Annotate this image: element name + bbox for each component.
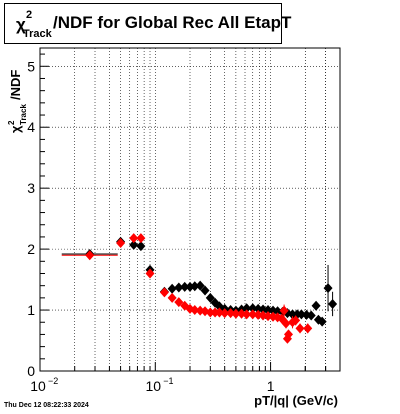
timestamp-footer: Thu Dec 12 08:22:33 2024: [4, 402, 89, 409]
marker-diamond: [190, 281, 200, 292]
data-point: [283, 329, 293, 340]
marker-diamond: [279, 305, 289, 316]
x-tick-label: 10 −1: [146, 376, 174, 394]
marker-diamond: [237, 308, 247, 319]
series-red: [61, 233, 313, 344]
title-subscript: Track: [23, 28, 52, 40]
marker-diamond: [205, 292, 215, 303]
data-point: [200, 285, 210, 296]
marker-diamond: [323, 283, 333, 294]
y-tick-label: 1: [27, 302, 35, 318]
y-axis-label-text: /NDF: [8, 70, 23, 100]
marker-diamond: [200, 285, 210, 296]
marker-diamond: [248, 303, 258, 314]
data-point: [195, 280, 205, 291]
marker-diamond: [242, 303, 252, 314]
y-tick-label: 0: [27, 363, 35, 379]
marker-diamond: [226, 308, 236, 319]
data-point: [317, 316, 327, 327]
data-point: [129, 239, 139, 250]
marker-diamond: [136, 241, 146, 252]
x-tick-label-base: 1: [267, 378, 275, 394]
x-tick-label-exponent: −2: [48, 376, 58, 386]
data-point: [159, 287, 169, 298]
title-superscript: 2: [26, 9, 33, 21]
data-point: [311, 300, 321, 311]
marker-diamond: [296, 309, 306, 320]
x-tick-label-base: 10: [146, 378, 162, 394]
data-point: [306, 310, 316, 321]
marker-diamond: [180, 281, 190, 292]
chart-title-box: 2 χ Track /NDF for Global Rec All EtapT: [4, 3, 291, 44]
marker-diamond: [167, 292, 177, 303]
title-symbol: χ: [16, 15, 26, 34]
x-tick-label-base: 10: [30, 378, 46, 394]
data-point: [61, 250, 118, 261]
marker-diamond: [317, 316, 327, 327]
data-point: [136, 233, 146, 244]
marker-diamond: [116, 238, 126, 249]
marker-diamond: [145, 268, 155, 279]
data-point: [328, 291, 338, 317]
x-tick-label: 10 −2: [30, 376, 58, 394]
marker-diamond: [214, 307, 224, 318]
marker-diamond: [220, 308, 230, 319]
series-black: [61, 236, 338, 327]
marker-diamond: [136, 233, 146, 244]
y-axis-label-subscript: Track: [19, 104, 28, 125]
marker-diamond: [306, 310, 316, 321]
marker-diamond: [195, 280, 205, 291]
marker-diamond: [248, 309, 258, 320]
marker-diamond: [129, 233, 139, 244]
marker-diamond: [283, 329, 293, 340]
x-tick-label-exponent: −1: [163, 376, 173, 386]
marker-diamond: [311, 300, 321, 311]
marker-diamond: [129, 239, 139, 250]
data-points: [61, 233, 338, 344]
x-axis-label: pT/|q| (GeV/c): [254, 393, 338, 408]
data-point: [136, 241, 146, 252]
data-point: [205, 292, 215, 303]
y-axis-label: χ 2 Track /NDF: [7, 70, 28, 133]
axis-ticks: [39, 53, 341, 372]
y-axis-label-symbol: χ: [8, 125, 23, 133]
x-tick-label: 1: [267, 378, 275, 394]
data-point: [295, 323, 305, 334]
marker-diamond: [242, 309, 252, 320]
data-point: [279, 304, 289, 317]
marker-diamond: [167, 283, 177, 294]
data-point: [167, 283, 177, 294]
chart-title: /NDF for Global Rec All EtapT: [53, 13, 292, 32]
marker-diamond: [205, 307, 215, 318]
data-point: [116, 238, 126, 249]
y-tick-label: 3: [27, 180, 35, 196]
marker-diamond: [174, 297, 184, 308]
marker-diamond: [291, 315, 301, 326]
marker-diamond: [295, 323, 305, 334]
marker-diamond: [159, 287, 169, 298]
data-point: [291, 315, 301, 326]
data-point: [145, 268, 155, 279]
marker-diamond: [303, 323, 313, 334]
marker-diamond: [174, 282, 184, 293]
marker-diamond: [328, 298, 338, 309]
marker-diamond: [281, 318, 291, 329]
y-tick-label: 4: [27, 119, 35, 135]
data-point: [281, 318, 291, 329]
marker-diamond: [231, 308, 241, 319]
y-axis-label-superscript: 2: [7, 120, 16, 125]
data-point: [303, 323, 313, 334]
y-tick-label: 2: [27, 241, 35, 257]
y-tick-label: 5: [27, 58, 35, 74]
data-point: [167, 292, 177, 303]
marker-diamond: [85, 250, 95, 261]
data-point: [323, 264, 333, 312]
marker-diamond: [190, 305, 200, 316]
data-point: [174, 297, 184, 308]
